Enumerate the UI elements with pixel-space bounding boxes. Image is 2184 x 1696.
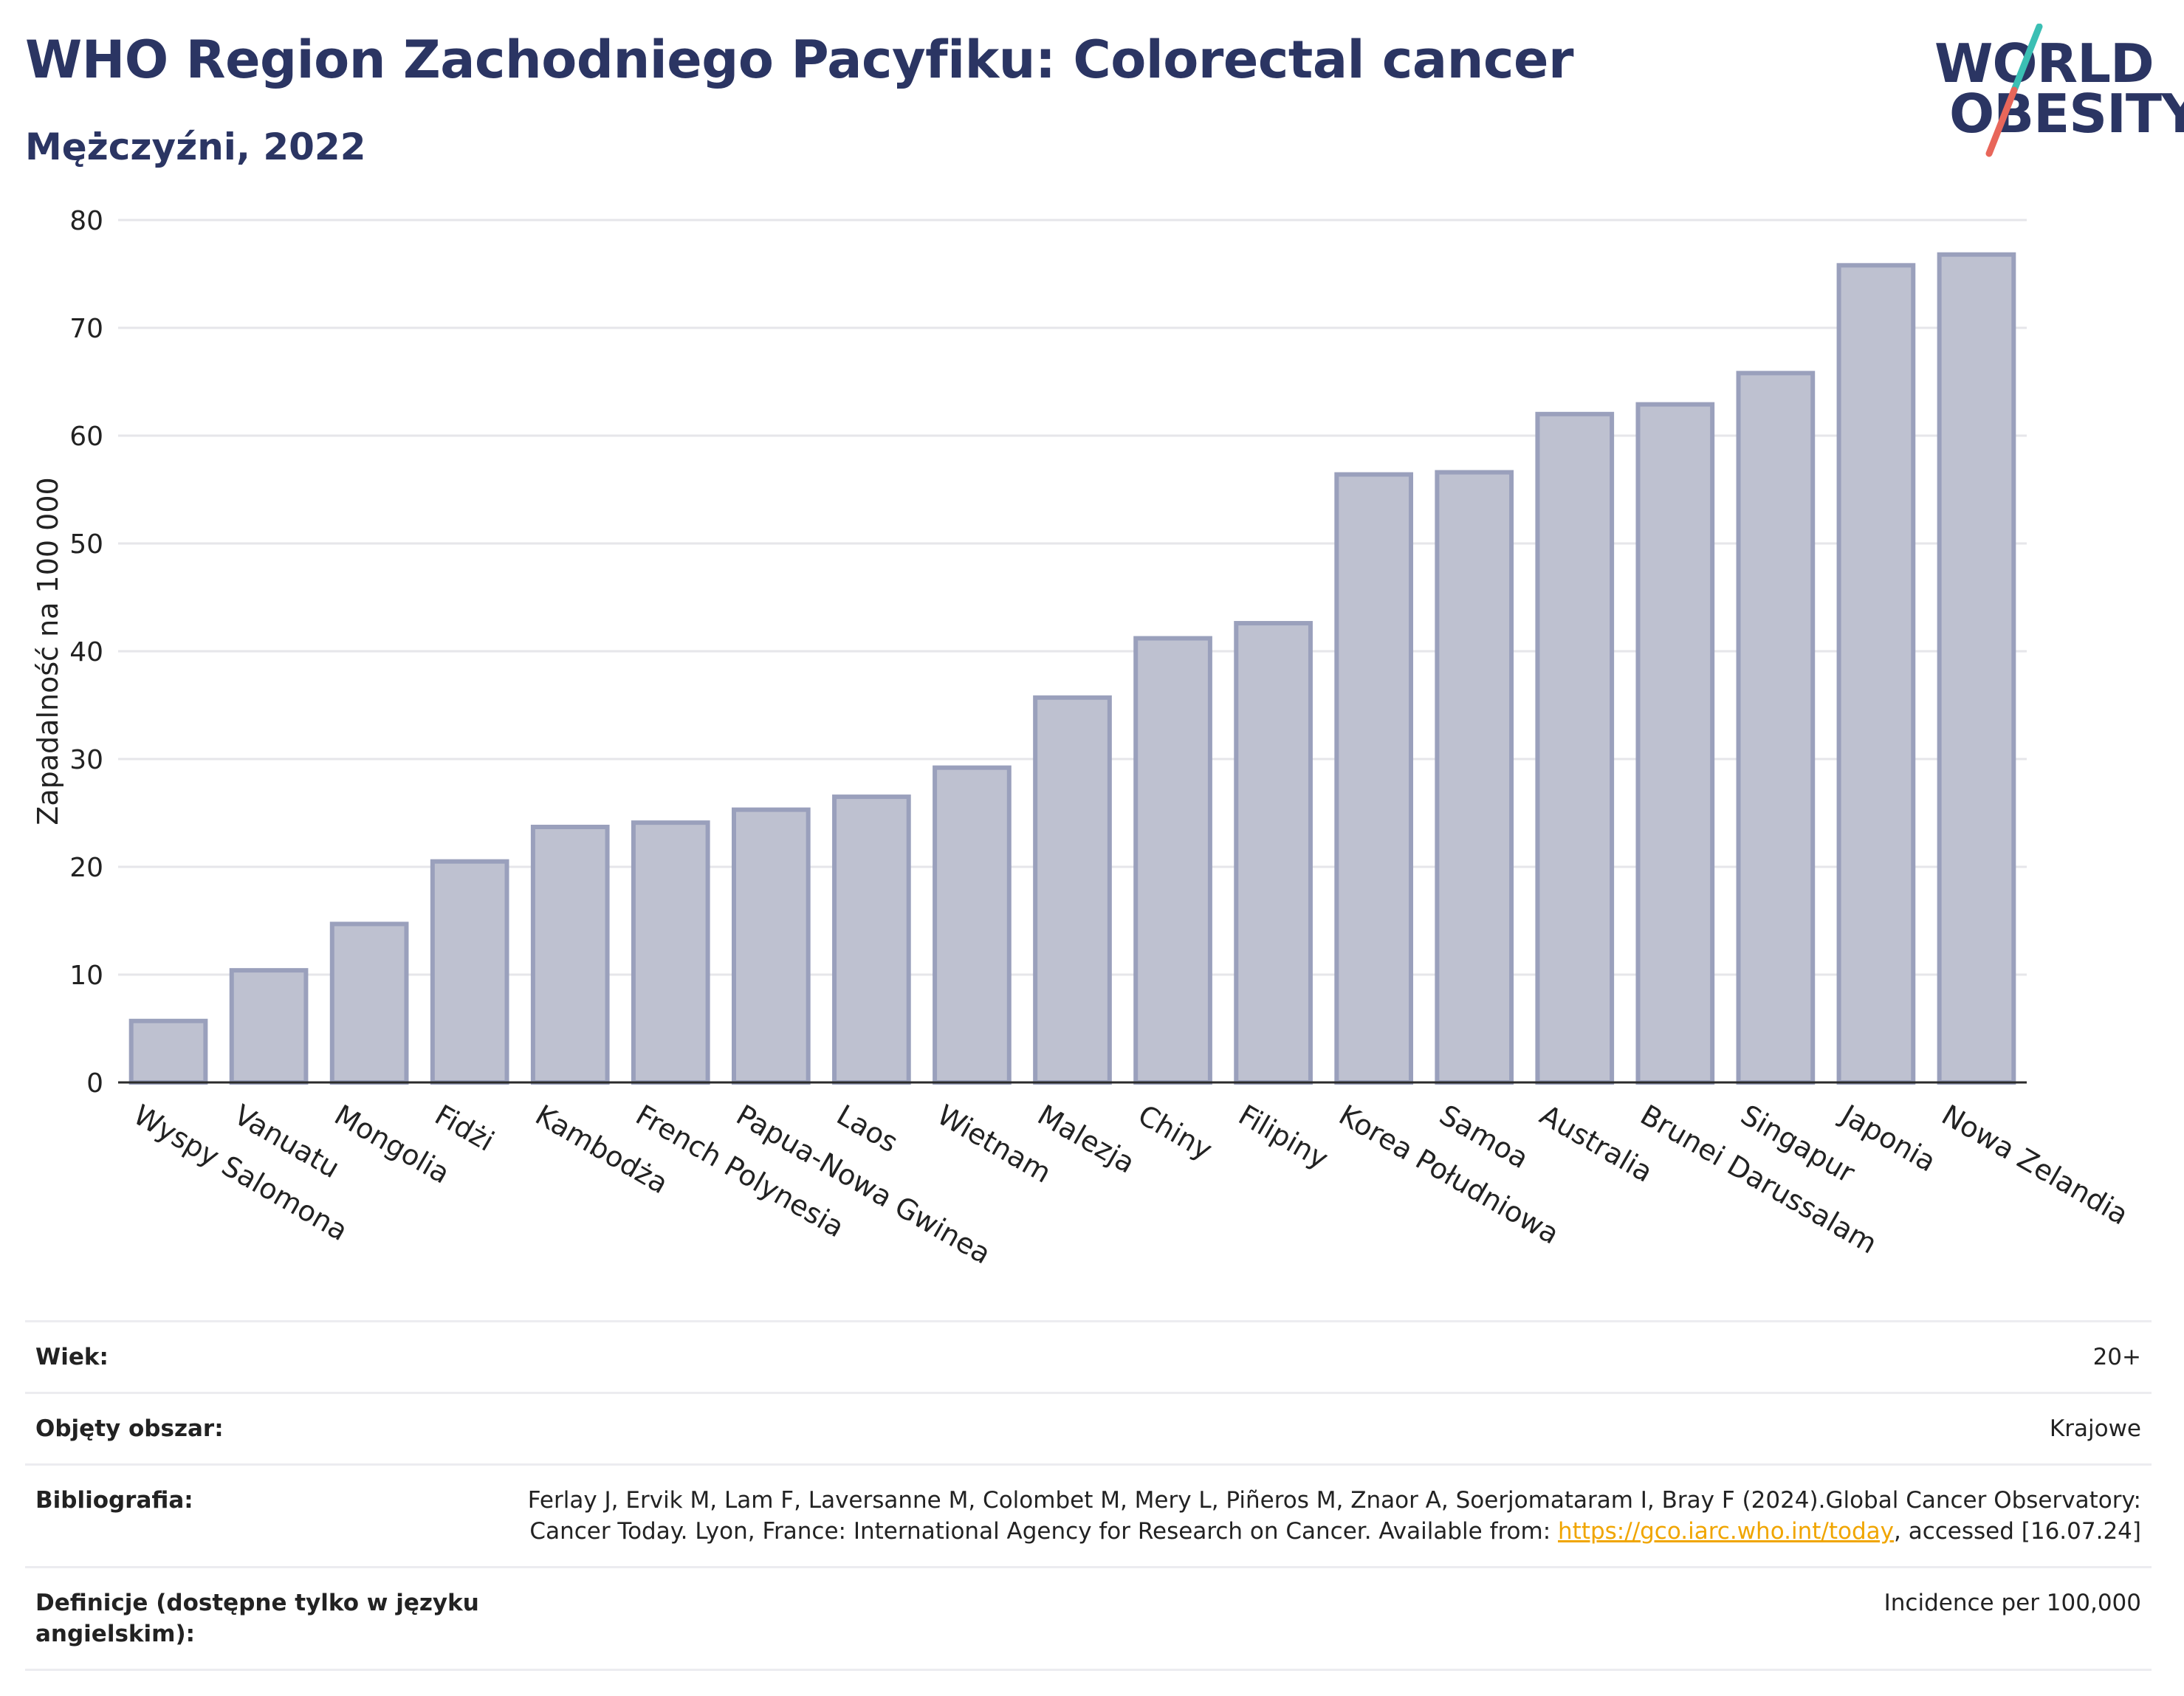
bar[interactable] xyxy=(1133,636,1212,1085)
bars xyxy=(128,252,2016,1085)
bar[interactable] xyxy=(1736,371,1816,1085)
metadata-table: Wiek: 20+ Objęty obszar: Krajowe Bibliog… xyxy=(25,1320,2152,1671)
meta-label-bibliography: Bibliografia: xyxy=(35,1487,193,1514)
bar[interactable] xyxy=(430,859,509,1085)
logo-slash-icon xyxy=(1985,24,2043,157)
x-tick-label: Fidżi xyxy=(430,1099,500,1158)
logo-line-world: WORLD xyxy=(1934,32,2154,95)
world-obesity-logo: WORLD OBESITY xyxy=(1920,24,2184,164)
y-tick-label: 30 xyxy=(69,745,103,775)
meta-row-bibliography: Bibliografia: Ferlay J, Ervik M, Lam F, … xyxy=(25,1463,2152,1566)
source-link[interactable]: https://gco.iarc.who.int/today xyxy=(1558,1518,1894,1545)
x-tick-label: Australia xyxy=(1534,1099,1658,1189)
meta-label-age: Wiek: xyxy=(35,1344,109,1370)
bar[interactable] xyxy=(1435,470,1514,1085)
bar-chart: 0 10 20 30 40 50 60 70 80 Wyspy SalomonaVanuatuM… xyxy=(32,206,2134,1271)
y-tick-labels: 0 10 20 30 40 50 60 70 80 xyxy=(69,206,103,1099)
meta-value-bibliography: Ferlay J, Ervik M, Lam F, Laversanne M, … xyxy=(508,1485,2141,1547)
y-tick-label: 40 xyxy=(69,637,103,667)
x-tick-label: Filipiny xyxy=(1233,1099,1333,1175)
bar[interactable] xyxy=(329,921,409,1085)
x-tick-label: Nowa Zelandia xyxy=(1936,1099,2133,1232)
meta-value-definitions: Incidence per 100,000 xyxy=(1883,1590,2141,1616)
page-title: WHO Region Zachodniego Pacyfiku: Colorec… xyxy=(25,30,1573,90)
page-subtitle: Mężczyźni, 2022 xyxy=(25,126,366,168)
x-tick-label: Laos xyxy=(831,1099,904,1159)
y-tick-label: 20 xyxy=(69,853,103,883)
bar[interactable] xyxy=(1535,411,1615,1085)
meta-row-area: Objęty obszar: Krajowe xyxy=(25,1392,2152,1463)
meta-row-age: Wiek: 20+ xyxy=(25,1320,2152,1392)
x-tick-label: Mongolia xyxy=(329,1099,456,1190)
bar[interactable] xyxy=(832,794,911,1085)
bar[interactable] xyxy=(229,968,309,1085)
bibliography-text: Ferlay J, Ervik M, Lam F, Laversanne M, … xyxy=(527,1487,2141,1545)
y-tick-label: 0 xyxy=(86,1068,103,1099)
bar[interactable] xyxy=(1937,252,2016,1085)
bar[interactable] xyxy=(128,1018,208,1085)
logo-line-obesity: OBESITY xyxy=(1949,83,2184,145)
bar[interactable] xyxy=(1334,472,1413,1085)
bar[interactable] xyxy=(530,824,610,1085)
y-tick-label: 50 xyxy=(69,529,103,560)
meta-label-area: Objęty obszar: xyxy=(35,1415,224,1442)
x-tick-label: Chiny xyxy=(1133,1099,1218,1167)
meta-value-area: Krajowe xyxy=(2049,1415,2141,1442)
y-tick-label: 60 xyxy=(69,422,103,452)
bar[interactable] xyxy=(631,820,710,1085)
bibliography-accessed: , accessed [16.07.24] xyxy=(1893,1518,2141,1545)
bar[interactable] xyxy=(1033,695,1112,1085)
bar[interactable] xyxy=(1836,263,1916,1085)
bar[interactable] xyxy=(732,807,811,1085)
meta-value-age: 20+ xyxy=(2092,1344,2141,1370)
bar[interactable] xyxy=(1635,402,1715,1085)
meta-label-definitions: Definicje (dostępne tylko w języku angie… xyxy=(35,1590,479,1647)
y-tick-label: 80 xyxy=(69,206,103,236)
y-tick-label: 10 xyxy=(69,961,103,991)
bar[interactable] xyxy=(933,765,1012,1085)
y-tick-label: 70 xyxy=(69,314,103,344)
x-tick-label: Wietnam xyxy=(932,1099,1057,1189)
bar[interactable] xyxy=(1234,621,1313,1085)
y-axis-title: Zapadalność na 100 000 xyxy=(32,477,64,825)
meta-row-definitions: Definicje (dostępne tylko w języku angie… xyxy=(25,1566,2152,1671)
